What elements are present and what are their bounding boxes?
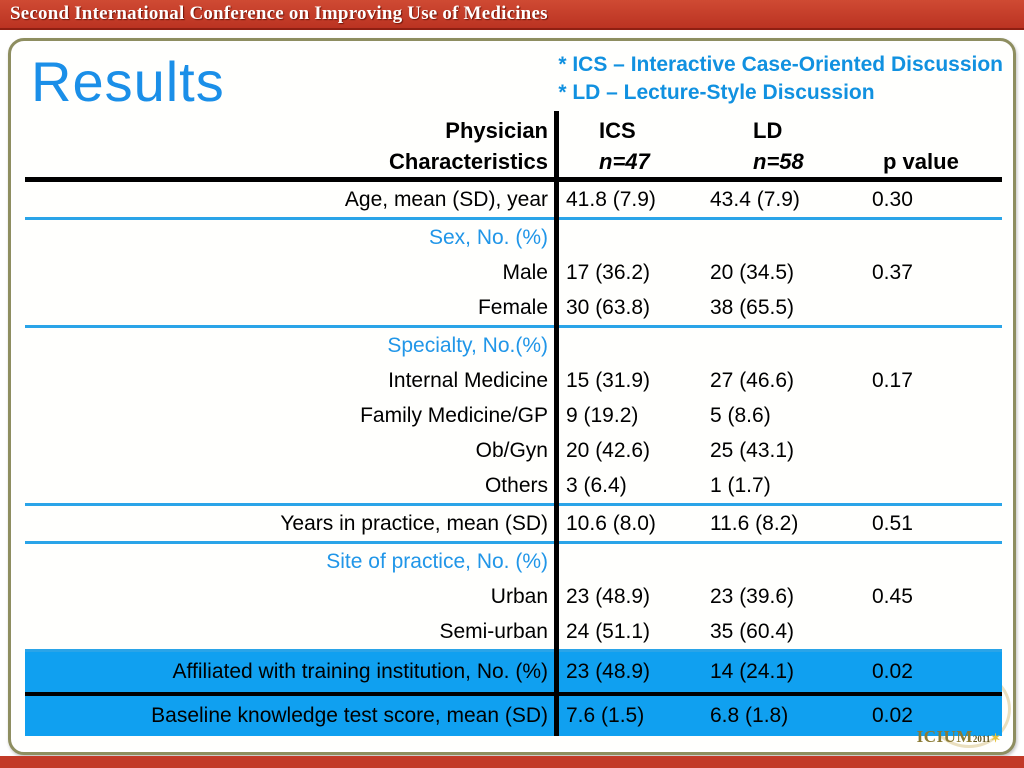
- cell-label: Sex, No. (%): [428, 225, 548, 249]
- cell-label: Family Medicine/GP: [360, 403, 548, 427]
- cell-label: Others: [484, 473, 548, 497]
- table-row: Ob/Gyn 20 (42.6) 25 (43.1): [25, 433, 1002, 468]
- table-row: Internal Medicine 15 (31.9) 27 (46.6) 0.17: [25, 363, 1002, 398]
- header-label-line1: Physician: [445, 118, 548, 143]
- cell-label: Female: [477, 295, 548, 319]
- cell-ics: 23 (48.9): [566, 584, 651, 608]
- cell-ld: 35 (60.4): [710, 619, 795, 643]
- cell-p-value: 0.45: [872, 584, 913, 608]
- cell-label: Age, mean (SD), year: [344, 187, 548, 211]
- cell-label: Ob/Gyn: [475, 438, 548, 462]
- cell-ics: 17 (36.2): [566, 260, 651, 284]
- table-highlight-row: Baseline knowledge test score, mean (SD)…: [25, 696, 1002, 736]
- cell-ld: 1 (1.7): [710, 473, 771, 497]
- icium-logo: ICIUM2011✶: [917, 727, 1001, 747]
- cell-label: Years in practice, mean (SD): [280, 511, 548, 535]
- cell-ics: 9 (19.2): [566, 403, 639, 427]
- cell-ics: 20 (42.6): [566, 438, 651, 462]
- cell-label: Specialty, No.(%): [387, 333, 548, 357]
- table-section-row: Sex, No. (%): [25, 220, 1002, 255]
- table-section-row: Specialty, No.(%): [25, 328, 1002, 363]
- table-row: Family Medicine/GP 9 (19.2) 5 (8.6): [25, 398, 1002, 433]
- cell-ics: 3 (6.4): [566, 473, 627, 497]
- cell-label: Urban: [490, 584, 548, 608]
- cell-p-value: 0.30: [872, 187, 913, 211]
- cell-ld: 25 (43.1): [710, 438, 795, 462]
- header-p-value: p value: [883, 149, 959, 174]
- cell-ld: 6.8 (1.8): [710, 704, 789, 727]
- results-table: Physician Characteristics ICS n=47 LD n=…: [25, 111, 1002, 736]
- cell-ld: 23 (39.6): [710, 584, 795, 608]
- slide: Results * ICS – Interactive Case-Oriente…: [8, 38, 1016, 755]
- table-row: Female 30 (63.8) 38 (65.5): [25, 290, 1002, 325]
- cell-label: Internal Medicine: [388, 368, 548, 392]
- blue-divider: [25, 325, 1002, 328]
- table-section-row: Site of practice, No. (%): [25, 544, 1002, 579]
- cell-p-value: 0.37: [872, 260, 913, 284]
- table-row: Years in practice, mean (SD) 10.6 (8.0) 11…: [25, 506, 1002, 541]
- table-row: Semi-urban 24 (51.1) 35 (60.4): [25, 614, 1002, 649]
- table-row: Age, mean (SD), year 41.8 (7.9) 43.4 (7.9)…: [25, 182, 1002, 217]
- legend-line-ld: * LD – Lecture-Style Discussion: [558, 81, 875, 104]
- cell-ics: 30 (63.8): [566, 295, 651, 319]
- header-label-line2: Characteristics: [389, 149, 548, 174]
- header-physician-characteristics: Physician Characteristics: [25, 111, 557, 177]
- blue-divider: [25, 217, 1002, 220]
- cell-ics: 7.6 (1.5): [566, 704, 645, 727]
- table-highlight-row: Affiliated with training institution, No…: [25, 652, 1002, 692]
- cell-p-value: 0.02: [872, 704, 913, 727]
- column-separator-line: [554, 111, 559, 736]
- cell-ld: 14 (24.1): [710, 660, 795, 683]
- header-ld-n: n=58: [753, 149, 804, 174]
- blue-divider: [25, 541, 1002, 544]
- header-ld-title: LD: [753, 118, 783, 143]
- cell-ics: 15 (31.9): [566, 368, 651, 392]
- cell-ics: 23 (48.9): [566, 660, 651, 683]
- cell-ld: 38 (65.5): [710, 295, 795, 319]
- blue-divider: [25, 649, 1002, 652]
- header-ics-title: ICS: [599, 118, 636, 143]
- cell-ics: 24 (51.1): [566, 619, 651, 643]
- bottom-red-bar: [0, 756, 1024, 768]
- cell-label: Semi-urban: [439, 619, 548, 643]
- table-header-row: Physician Characteristics ICS n=47 LD n=…: [25, 111, 1002, 182]
- slide-title: Results: [31, 50, 225, 113]
- cell-label: Affiliated with training institution, No…: [172, 660, 548, 683]
- cell-ld: 27 (46.6): [710, 368, 795, 392]
- legend-line-ics: * ICS – Interactive Case-Oriented Discus…: [558, 53, 1003, 76]
- cell-p-value: 0.51: [872, 511, 913, 535]
- abbreviation-legend: * ICS – Interactive Case-Oriented Discus…: [558, 51, 1003, 107]
- cell-ld: 11.6 (8.2): [710, 511, 799, 535]
- cell-label: Site of practice, No. (%): [326, 549, 548, 573]
- table-row: Urban 23 (48.9) 23 (39.6) 0.45: [25, 579, 1002, 614]
- cell-ld: 20 (34.5): [710, 260, 795, 284]
- cell-p-value: 0.02: [872, 660, 913, 683]
- cell-ld: 5 (8.6): [710, 403, 771, 427]
- table-row: Others 3 (6.4) 1 (1.7): [25, 468, 1002, 503]
- conference-banner: Second International Conference on Impro…: [0, 0, 1024, 30]
- header-ics-n: n=47: [599, 149, 650, 174]
- conference-banner-title: Second International Conference on Impro…: [10, 3, 548, 24]
- icium-logo-text: ICIUM: [916, 727, 973, 746]
- cell-ld: 43.4 (7.9): [710, 187, 800, 211]
- header-ics-column: ICS n=47: [557, 111, 701, 177]
- header-ld-column: LD n=58: [701, 111, 863, 177]
- cell-label: Male: [502, 260, 548, 284]
- cell-ics: 10.6 (8.0): [566, 511, 656, 535]
- cell-ics: 41.8 (7.9): [566, 187, 656, 211]
- cell-label: Baseline knowledge test score, mean (SD): [151, 704, 548, 727]
- table-body: Age, mean (SD), year 41.8 (7.9) 43.4 (7.9)…: [25, 182, 1002, 736]
- icium-star-icon: ✶: [990, 731, 1001, 745]
- table-row: Male 17 (36.2) 20 (34.5) 0.37: [25, 255, 1002, 290]
- black-divider: [25, 692, 1002, 696]
- icium-logo-year: 2011: [972, 734, 991, 744]
- cell-p-value: 0.17: [872, 368, 913, 392]
- blue-divider: [25, 503, 1002, 506]
